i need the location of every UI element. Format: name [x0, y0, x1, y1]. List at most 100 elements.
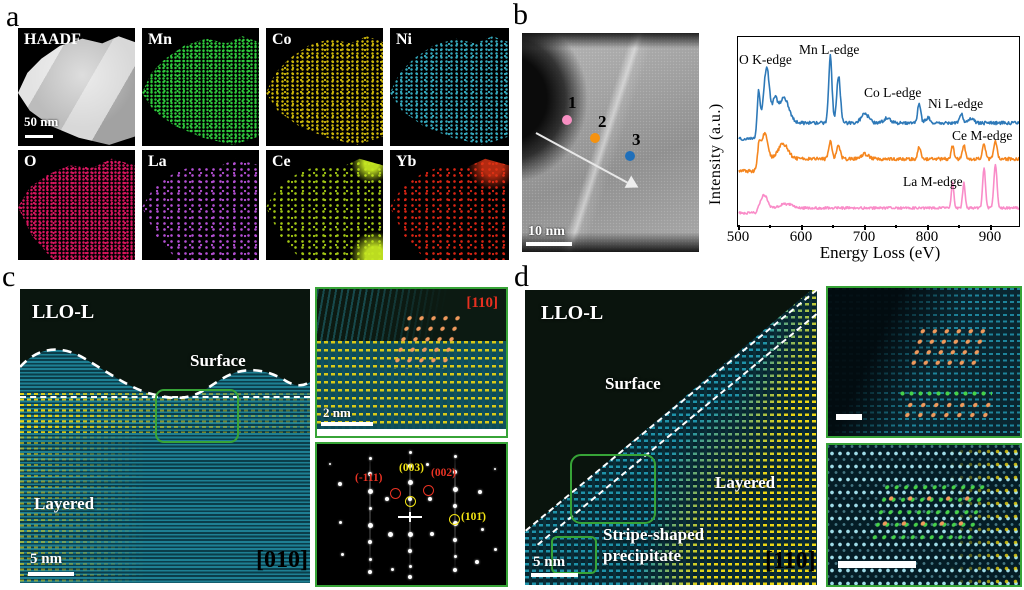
eels-y-axis-label: Intensity (a.u.): [707, 103, 724, 205]
x-tick: [864, 225, 866, 230]
panel-d-inset-top: [826, 286, 1022, 438]
scalebar-b: [526, 242, 572, 246]
scalebar-label-b: 10 nm: [528, 224, 565, 239]
panel-d-stem-image: LLO-L Surface Layered Stripe-shaped prec…: [525, 290, 817, 585]
subsurface-dashed-line: [20, 396, 310, 398]
x-tick: [801, 225, 803, 230]
fft-ring-003: [405, 496, 416, 507]
yb-map-tile: Yb: [390, 150, 509, 260]
x-minor-tick: [832, 225, 834, 228]
panel-d-letter: d: [514, 260, 529, 293]
fft-label-m111: (-111): [355, 472, 383, 484]
point-1-marker: [562, 115, 572, 125]
x-tick: [990, 225, 992, 230]
orange-dots-row: [898, 400, 996, 422]
vacuum-region-and-surface-outline: [20, 289, 310, 400]
co-label: Co: [272, 31, 292, 48]
x-tick-label-800: 800: [915, 229, 939, 245]
precipitate-label-d: Stripe-shaped precipitate: [603, 525, 705, 566]
point-2-marker: [590, 133, 600, 143]
x-minor-tick: [769, 225, 771, 228]
eels-stem-image: 1 2 3 10 nm: [522, 33, 699, 252]
eels-plot: [737, 36, 1020, 227]
layered-label-c: Layered: [34, 494, 95, 513]
layered-label-d: Layered: [715, 473, 776, 492]
haadf-label: HAADF: [24, 31, 81, 48]
left-yellow-streaks: [20, 409, 170, 583]
scalebar-label-c: 5 nm: [30, 551, 63, 567]
fft-streak-columns: [317, 444, 506, 585]
x-tick-label-900: 900: [978, 229, 1002, 245]
panel-a-letter: a: [6, 0, 20, 33]
precipitate-dots-overlay: [868, 481, 990, 545]
fft-center-spot: [408, 512, 412, 522]
roi-box-c: [155, 389, 239, 443]
green-dots-row: [898, 388, 992, 402]
eels-x-axis-label: Energy Loss (eV): [819, 243, 941, 262]
panel-c-letter: c: [2, 260, 16, 293]
x-minor-tick: [958, 225, 960, 228]
o-k-edge-annotation: O K-edge: [739, 52, 792, 67]
zone-axis-c: [010]: [256, 547, 308, 573]
sample-label-d: LLO-L: [541, 302, 604, 324]
x-tick-label-700: 700: [852, 229, 876, 245]
fft-ring-m111: [390, 488, 401, 499]
o-label: O: [24, 153, 37, 170]
dopant-dots-grid-top: [905, 326, 989, 370]
la-map-tile: La: [142, 150, 259, 260]
eels-spectra-curves: [738, 53, 1019, 215]
scalebar-d: [531, 573, 578, 577]
panel-d-inset-bottom: [826, 443, 1022, 587]
co-map-tile: Co: [266, 28, 383, 146]
mn-l-edge-annotation: Mn L-edge: [799, 42, 860, 57]
inset-white-strip: [317, 429, 506, 436]
surface-label-c: Surface: [190, 351, 246, 370]
fft-ring-101bar: [449, 514, 460, 525]
o-map-tile: O: [18, 150, 135, 260]
surface-label-d: Surface: [605, 374, 661, 393]
scalebar-label-d: 5 nm: [533, 554, 566, 570]
fft-label-101bar: (101̄): [461, 511, 486, 523]
fft-label-003: (003): [399, 462, 424, 474]
x-tick-label-600: 600: [789, 229, 813, 245]
point-1-label: 1: [568, 93, 577, 112]
point-3-marker: [625, 151, 635, 161]
panel-b-letter: b: [513, 0, 528, 31]
scalebar-label-c-inset: 2 nm: [323, 405, 351, 420]
ni-label: Ni: [396, 31, 412, 48]
mn-label: Mn: [148, 31, 172, 48]
ce-m-edge-annotation: Ce M-edge: [952, 128, 1013, 143]
fft-label-002: (002): [431, 467, 456, 479]
fft-diffraction-spots: [317, 444, 506, 585]
mn-map-tile: Mn: [142, 28, 259, 146]
zone-axis-d: [110]: [765, 548, 816, 574]
co-l-edge-annotation: Co L-edge: [864, 85, 922, 100]
scalebar-c: [28, 572, 74, 576]
la-m-edge-annotation: La M-edge: [903, 174, 963, 189]
x-tick-label-500: 500: [726, 229, 750, 245]
point-3-label: 3: [632, 130, 641, 149]
la-label: La: [148, 153, 167, 170]
x-minor-tick: [895, 225, 897, 228]
ni-map-tile: Ni: [390, 28, 509, 146]
point-2-label: 2: [598, 112, 607, 131]
scalebar-d-inset-top: [836, 414, 862, 420]
scalebar-a: [25, 135, 53, 138]
sample-label-c: LLO-L: [32, 301, 95, 323]
x-tick: [927, 225, 929, 230]
scalebar-d-inset-bottom: [838, 561, 916, 568]
fft-ring-002: [423, 485, 434, 496]
x-tick: [738, 225, 740, 230]
yb-label: Yb: [396, 153, 417, 170]
haadf-map-tile: HAADF 50 nm: [18, 28, 135, 146]
roi-box-d-large: [570, 454, 656, 524]
ni-l-edge-annotation: Ni L-edge: [928, 96, 984, 111]
scalebar-label-a: 50 nm: [24, 114, 59, 129]
zone-axis-c-inset: [110]: [466, 295, 498, 311]
panel-c-fft-inset: (-111) (003) (002) (101̄): [315, 442, 508, 587]
linescan-arrow-icon: [532, 126, 643, 196]
scalebar-c-inset: [321, 422, 373, 426]
ce-map-tile: Ce: [266, 150, 383, 260]
ce-label: Ce: [272, 153, 291, 170]
